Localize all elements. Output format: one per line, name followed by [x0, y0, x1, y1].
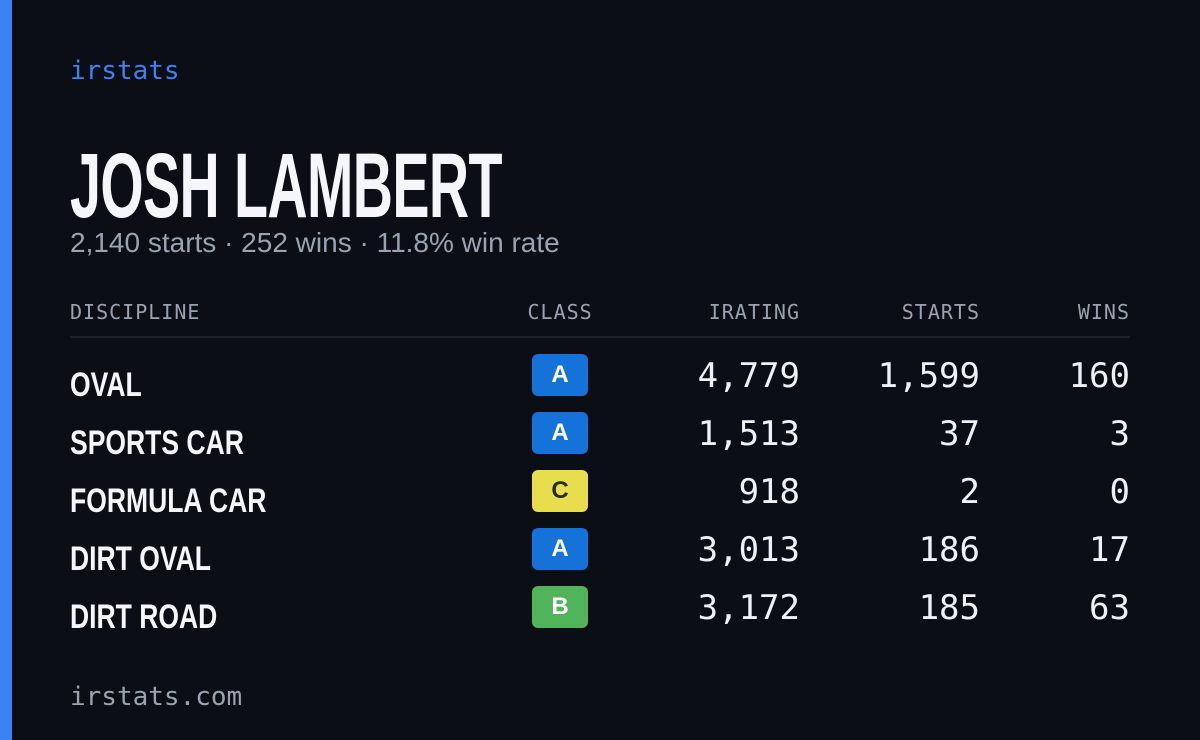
irating: 1,513: [697, 414, 800, 454]
starts: 37: [939, 414, 980, 454]
wins: 160: [1068, 356, 1130, 396]
header-rule: [70, 336, 1130, 338]
wins: 63: [1089, 588, 1130, 628]
driver-summary: 2,140 starts · 252 wins · 11.8% win rate: [70, 227, 560, 258]
class-badge: C: [532, 470, 588, 512]
column-header: STARTS: [901, 300, 980, 324]
class-badge: A: [532, 528, 588, 570]
wins: 3: [1109, 414, 1130, 454]
column-header: CLASS: [527, 300, 593, 324]
discipline: SPORTS CAR: [70, 424, 244, 462]
irating: 4,779: [697, 356, 800, 396]
starts: 186: [918, 530, 980, 570]
footer: irstats.com: [70, 682, 243, 712]
class-badge: B: [532, 586, 588, 628]
discipline: FORMULA CAR: [70, 482, 267, 520]
driver-name: JOSH LAMBERT: [70, 135, 502, 237]
class-badge: A: [532, 412, 588, 454]
column-header: WINS: [1077, 300, 1130, 324]
accent-bar: [0, 0, 12, 740]
wins: 0: [1109, 472, 1130, 512]
starts: 185: [918, 588, 980, 628]
discipline: OVAL: [70, 366, 142, 404]
irating: 3,013: [697, 530, 800, 570]
wins: 17: [1089, 530, 1130, 570]
brand: irstats: [70, 56, 180, 86]
starts: 1,599: [877, 356, 980, 396]
class-badge: A: [532, 354, 588, 396]
column-header: DISCIPLINE: [70, 300, 201, 324]
column-header: IRATING: [708, 300, 800, 324]
irating: 3,172: [697, 588, 800, 628]
starts: 2: [959, 472, 980, 512]
discipline: DIRT ROAD: [70, 598, 218, 636]
discipline: DIRT OVAL: [70, 540, 211, 578]
irating: 918: [738, 472, 800, 512]
